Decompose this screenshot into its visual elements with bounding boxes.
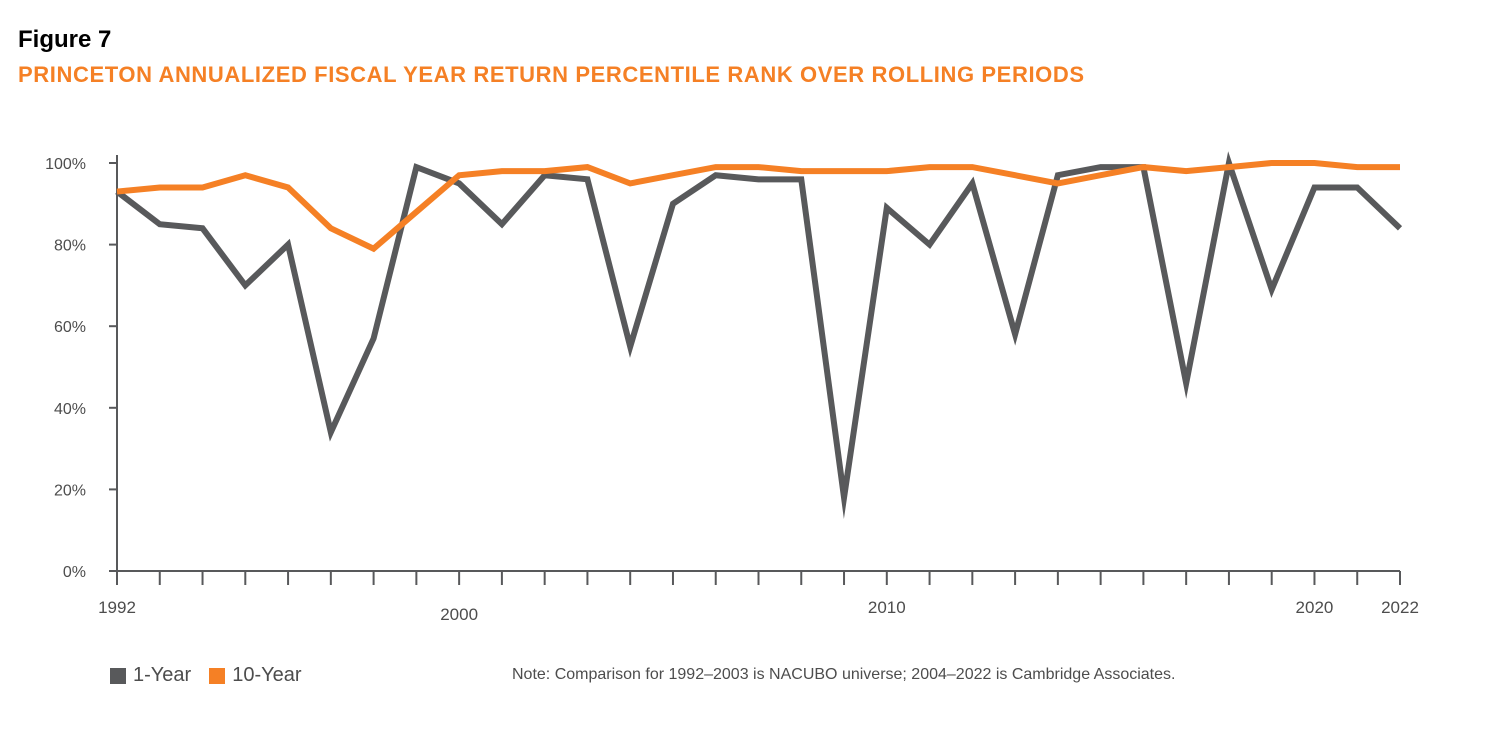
legend-swatch-10-year bbox=[209, 667, 226, 684]
chart-note: Note: Comparison for 1992–2003 is NACUBO… bbox=[512, 666, 1176, 683]
legend-swatch-1-year bbox=[110, 667, 126, 684]
x-tick-label: 1992 bbox=[98, 598, 136, 617]
legend: 1-Year 10-Year bbox=[110, 664, 320, 687]
series-line-1-year bbox=[115, 151, 1403, 520]
y-tick-label: 100% bbox=[45, 156, 86, 173]
line-chart: 0% 20% 40% 60% 80% 100% 1992 2000 2010 2020 2022 bbox=[45, 151, 1419, 624]
y-tick-label: 0% bbox=[63, 564, 86, 581]
legend-label-1-year: 1-Year bbox=[133, 664, 192, 686]
figure-label: Figure 7 bbox=[18, 26, 112, 53]
legend-item-10-year: 10-Year bbox=[209, 664, 302, 687]
y-tick-label: 40% bbox=[54, 401, 86, 418]
x-tick-label: 2020 bbox=[1296, 598, 1334, 617]
y-tick-label: 20% bbox=[54, 482, 86, 499]
chart-title: PRINCETON ANNUALIZED FISCAL YEAR RETURN … bbox=[18, 62, 1085, 87]
x-tick-label: 2022 bbox=[1381, 598, 1419, 617]
legend-label-10-year: 10-Year bbox=[232, 664, 302, 686]
series-line-10-year bbox=[116, 160, 1400, 253]
x-tick-label: 2010 bbox=[868, 598, 906, 617]
legend-item-1-year: 1-Year bbox=[110, 664, 191, 687]
x-tick-label: 2000 bbox=[440, 605, 478, 624]
y-tick-label: 60% bbox=[54, 319, 86, 336]
y-tick-label: 80% bbox=[54, 238, 86, 255]
